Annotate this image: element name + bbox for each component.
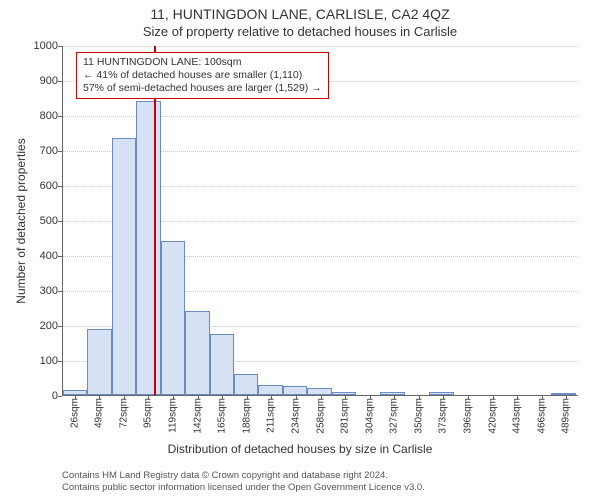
x-tick-mark — [443, 396, 444, 400]
x-tick-label: 396sqm — [462, 398, 473, 434]
annotation-line-1: 11 HUNTINGDON LANE: 100sqm — [83, 56, 322, 69]
histogram-bar — [332, 392, 356, 396]
y-tick-mark — [58, 291, 62, 292]
x-tick-mark — [99, 396, 100, 400]
histogram-bar — [551, 393, 575, 395]
x-tick-mark — [271, 396, 272, 400]
x-tick-mark — [321, 396, 322, 400]
x-tick-mark — [394, 396, 395, 400]
histogram-bar — [185, 311, 209, 395]
histogram-bar — [63, 390, 87, 395]
y-tick-label: 1000 — [8, 40, 58, 52]
histogram-bar — [210, 334, 234, 395]
x-tick-mark — [75, 396, 76, 400]
x-tick-mark — [542, 396, 543, 400]
y-tick-mark — [58, 256, 62, 257]
x-tick-label: 142sqm — [192, 398, 203, 434]
x-tick-label: 188sqm — [241, 398, 252, 434]
annotation-box: 11 HUNTINGDON LANE: 100sqm ← 41% of deta… — [76, 52, 329, 99]
x-tick-label: 489sqm — [561, 398, 572, 434]
x-tick-label: 281sqm — [340, 398, 351, 434]
y-tick-label: 500 — [8, 215, 58, 227]
x-tick-label: 258sqm — [316, 398, 327, 434]
y-tick-mark — [58, 81, 62, 82]
x-tick-label: 420sqm — [488, 398, 499, 434]
y-tick-mark — [58, 151, 62, 152]
x-tick-label: 443sqm — [512, 398, 523, 434]
y-tick-label: 200 — [8, 320, 58, 332]
histogram-bar — [161, 241, 185, 395]
y-tick-label: 300 — [8, 285, 58, 297]
x-tick-mark — [419, 396, 420, 400]
x-tick-label: 49sqm — [94, 398, 105, 428]
y-tick-mark — [58, 186, 62, 187]
x-tick-mark — [370, 396, 371, 400]
x-tick-label: 234sqm — [290, 398, 301, 434]
histogram-bar — [307, 388, 331, 395]
y-tick-label: 0 — [8, 390, 58, 402]
x-tick-mark — [247, 396, 248, 400]
x-tick-label: 211sqm — [266, 398, 277, 433]
histogram-bar — [234, 374, 258, 395]
histogram-bar — [112, 138, 136, 395]
x-tick-mark — [493, 396, 494, 400]
y-tick-label: 800 — [8, 110, 58, 122]
histogram-bar — [380, 392, 404, 395]
chart-container: 11, HUNTINGDON LANE, CARLISLE, CA2 4QZ S… — [0, 0, 600, 500]
x-tick-label: 466sqm — [536, 398, 547, 434]
y-tick-label: 100 — [8, 355, 58, 367]
y-tick-label: 900 — [8, 75, 58, 87]
histogram-bar — [258, 385, 282, 396]
gridline — [63, 46, 578, 47]
x-tick-label: 119sqm — [168, 398, 179, 433]
y-tick-mark — [58, 221, 62, 222]
x-tick-mark — [566, 396, 567, 400]
x-tick-label: 72sqm — [118, 398, 129, 428]
y-tick-label: 400 — [8, 250, 58, 262]
histogram-bar — [283, 386, 307, 395]
y-tick-mark — [58, 361, 62, 362]
histogram-bar — [87, 329, 111, 396]
x-tick-mark — [222, 396, 223, 400]
x-tick-mark — [198, 396, 199, 400]
x-tick-mark — [173, 396, 174, 400]
x-tick-mark — [296, 396, 297, 400]
y-tick-mark — [58, 116, 62, 117]
x-tick-mark — [345, 396, 346, 400]
y-tick-mark — [58, 46, 62, 47]
x-tick-label: 165sqm — [217, 398, 228, 434]
x-tick-mark — [148, 396, 149, 400]
footer-attribution: Contains HM Land Registry data © Crown c… — [62, 470, 425, 494]
footer-line-2: Contains public sector information licen… — [62, 482, 425, 494]
x-tick-mark — [517, 396, 518, 400]
y-tick-label: 700 — [8, 145, 58, 157]
x-tick-label: 304sqm — [364, 398, 375, 434]
y-tick-mark — [58, 326, 62, 327]
x-tick-label: 350sqm — [413, 398, 424, 434]
annotation-line-3: 57% of semi-detached houses are larger (… — [83, 82, 322, 95]
x-tick-label: 327sqm — [389, 398, 400, 434]
footer-line-1: Contains HM Land Registry data © Crown c… — [62, 470, 425, 482]
x-axis-label: Distribution of detached houses by size … — [0, 442, 600, 456]
annotation-line-2: ← 41% of detached houses are smaller (1,… — [83, 69, 322, 82]
y-tick-mark — [58, 396, 62, 397]
x-tick-mark — [468, 396, 469, 400]
x-tick-label: 373sqm — [438, 398, 449, 434]
histogram-bar — [136, 101, 160, 395]
x-tick-mark — [124, 396, 125, 400]
chart-subtitle: Size of property relative to detached ho… — [0, 24, 600, 39]
x-tick-label: 95sqm — [143, 398, 154, 428]
page-title: 11, HUNTINGDON LANE, CARLISLE, CA2 4QZ — [0, 6, 600, 22]
x-tick-label: 26sqm — [69, 398, 80, 428]
histogram-bar — [429, 392, 453, 395]
y-tick-label: 600 — [8, 180, 58, 192]
